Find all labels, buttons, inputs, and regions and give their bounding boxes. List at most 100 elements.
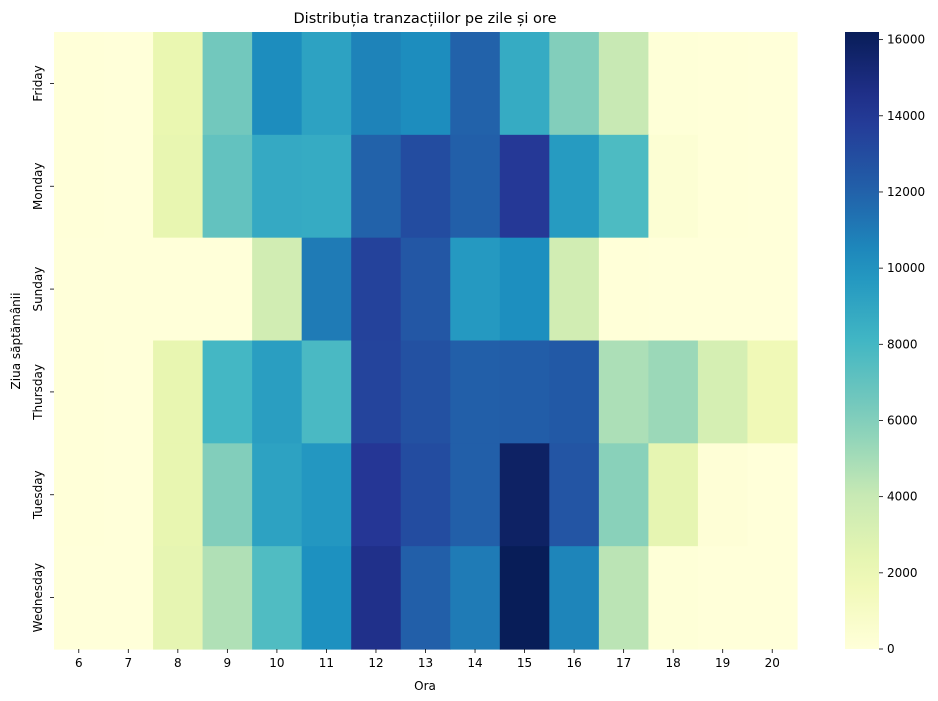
heatmap-cell xyxy=(697,134,749,239)
heatmap-cell xyxy=(747,443,798,547)
heatmap-cell xyxy=(54,443,105,547)
heatmap-cell xyxy=(400,443,451,547)
y-tick-label: Wednesday xyxy=(31,563,45,632)
heatmap-cell xyxy=(202,340,253,444)
x-axis-label: Ora xyxy=(414,679,436,693)
heatmap-cell xyxy=(549,443,600,547)
heatmap-cells xyxy=(54,32,798,650)
x-tick-label: 20 xyxy=(765,656,780,670)
heatmap-cell xyxy=(103,134,154,239)
heatmap-cell xyxy=(598,134,649,239)
heatmap-cell xyxy=(252,32,303,136)
heatmap-cell xyxy=(252,340,303,444)
heatmap-cell xyxy=(400,546,451,650)
heatmap-cell xyxy=(648,546,699,650)
heatmap-cell xyxy=(103,340,154,444)
heatmap-cell xyxy=(153,32,204,136)
x-tick-label: 6 xyxy=(75,656,83,670)
heatmap-cell xyxy=(697,237,749,342)
x-tick-label: 11 xyxy=(319,656,334,670)
heatmap-cell xyxy=(450,546,501,650)
heatmap-cell xyxy=(747,237,798,342)
heatmap-cell xyxy=(499,237,550,342)
heatmap-cell xyxy=(54,237,105,342)
heatmap-cell xyxy=(103,443,154,547)
x-tick-label: 19 xyxy=(715,656,730,670)
y-axis-ticks: Friday Monday Sunday Thursday Tuesday Wednesd… xyxy=(31,65,54,632)
heatmap-cell xyxy=(301,32,352,136)
heatmap-cell xyxy=(499,134,550,239)
heatmap-cell xyxy=(103,546,154,650)
heatmap-cell xyxy=(202,134,253,239)
heatmap-cell xyxy=(351,546,402,650)
heatmap-cell xyxy=(202,32,253,136)
y-tick-label: Thursday xyxy=(31,364,45,421)
heatmap-cell xyxy=(351,237,402,342)
heatmap-cell xyxy=(351,443,402,547)
x-tick-label: 17 xyxy=(616,656,631,670)
heatmap-cell xyxy=(499,340,550,444)
heatmap-cell xyxy=(54,340,105,444)
heatmap-cell xyxy=(400,32,451,136)
heatmap-cell xyxy=(301,237,352,342)
heatmap-cell xyxy=(598,546,649,650)
heatmap-cell xyxy=(400,134,451,239)
x-tick-label: 13 xyxy=(418,656,433,670)
x-tick-label: 9 xyxy=(224,656,232,670)
heatmap-cell xyxy=(351,134,402,239)
colorbar-tick-label: 10000 xyxy=(887,261,925,275)
heatmap-cell xyxy=(648,32,699,136)
heatmap-cell xyxy=(103,32,154,136)
heatmap-cell xyxy=(697,546,749,650)
heatmap-cell xyxy=(301,443,352,547)
heatmap-cell xyxy=(54,134,105,239)
x-tick-label: 7 xyxy=(124,656,132,670)
heatmap-cell xyxy=(252,443,303,547)
heatmap-cell xyxy=(549,340,600,444)
heatmap-cell xyxy=(598,32,649,136)
x-tick-label: 8 xyxy=(174,656,182,670)
y-tick-label: Tuesday xyxy=(31,470,45,520)
heatmap-cell xyxy=(351,340,402,444)
heatmap-cell xyxy=(351,32,402,136)
colorbar xyxy=(845,32,879,649)
heatmap-cell xyxy=(400,340,451,444)
heatmap-cell xyxy=(648,134,699,239)
heatmap-cell xyxy=(499,443,550,547)
heatmap-cell xyxy=(54,32,105,136)
heatmap-cell xyxy=(450,443,501,547)
heatmap-cell xyxy=(598,340,649,444)
heatmap-cell xyxy=(549,237,600,342)
heatmap-cell xyxy=(747,134,798,239)
heatmap-cell xyxy=(450,237,501,342)
heatmap-cell xyxy=(301,340,352,444)
heatmap-cell xyxy=(450,340,501,444)
y-tick-label: Friday xyxy=(31,65,45,101)
heatmap-cell xyxy=(153,546,204,650)
x-tick-label: 14 xyxy=(467,656,482,670)
colorbar-tick-label: 12000 xyxy=(887,185,925,199)
colorbar-tick-label: 14000 xyxy=(887,109,925,123)
heatmap-cell xyxy=(252,546,303,650)
colorbar-tick-label: 2000 xyxy=(887,566,918,580)
colorbar-tick-label: 6000 xyxy=(887,413,918,427)
heatmap-cell xyxy=(54,546,105,650)
heatmap-cell xyxy=(153,443,204,547)
heatmap-cell xyxy=(153,237,204,342)
heatmap-cell xyxy=(697,443,749,547)
y-tick-label: Monday xyxy=(31,163,45,210)
heatmap-cell xyxy=(549,134,600,239)
heatmap-cell xyxy=(153,340,204,444)
heatmap-cell xyxy=(747,32,798,136)
heatmap-cell xyxy=(648,237,699,342)
y-tick-label: Sunday xyxy=(31,267,45,312)
heatmap-cell xyxy=(450,32,501,136)
chart-title: Distribuția tranzacțiilor pe zile și ore xyxy=(294,11,557,27)
colorbar-ticks: 0 2000 4000 6000 8000 10000 12000 14000 16000 xyxy=(879,33,925,656)
heatmap-cell xyxy=(598,237,649,342)
x-tick-label: 10 xyxy=(269,656,284,670)
heatmap-cell xyxy=(697,32,749,136)
heatmap-cell xyxy=(252,134,303,239)
heatmap-cell xyxy=(153,134,204,239)
